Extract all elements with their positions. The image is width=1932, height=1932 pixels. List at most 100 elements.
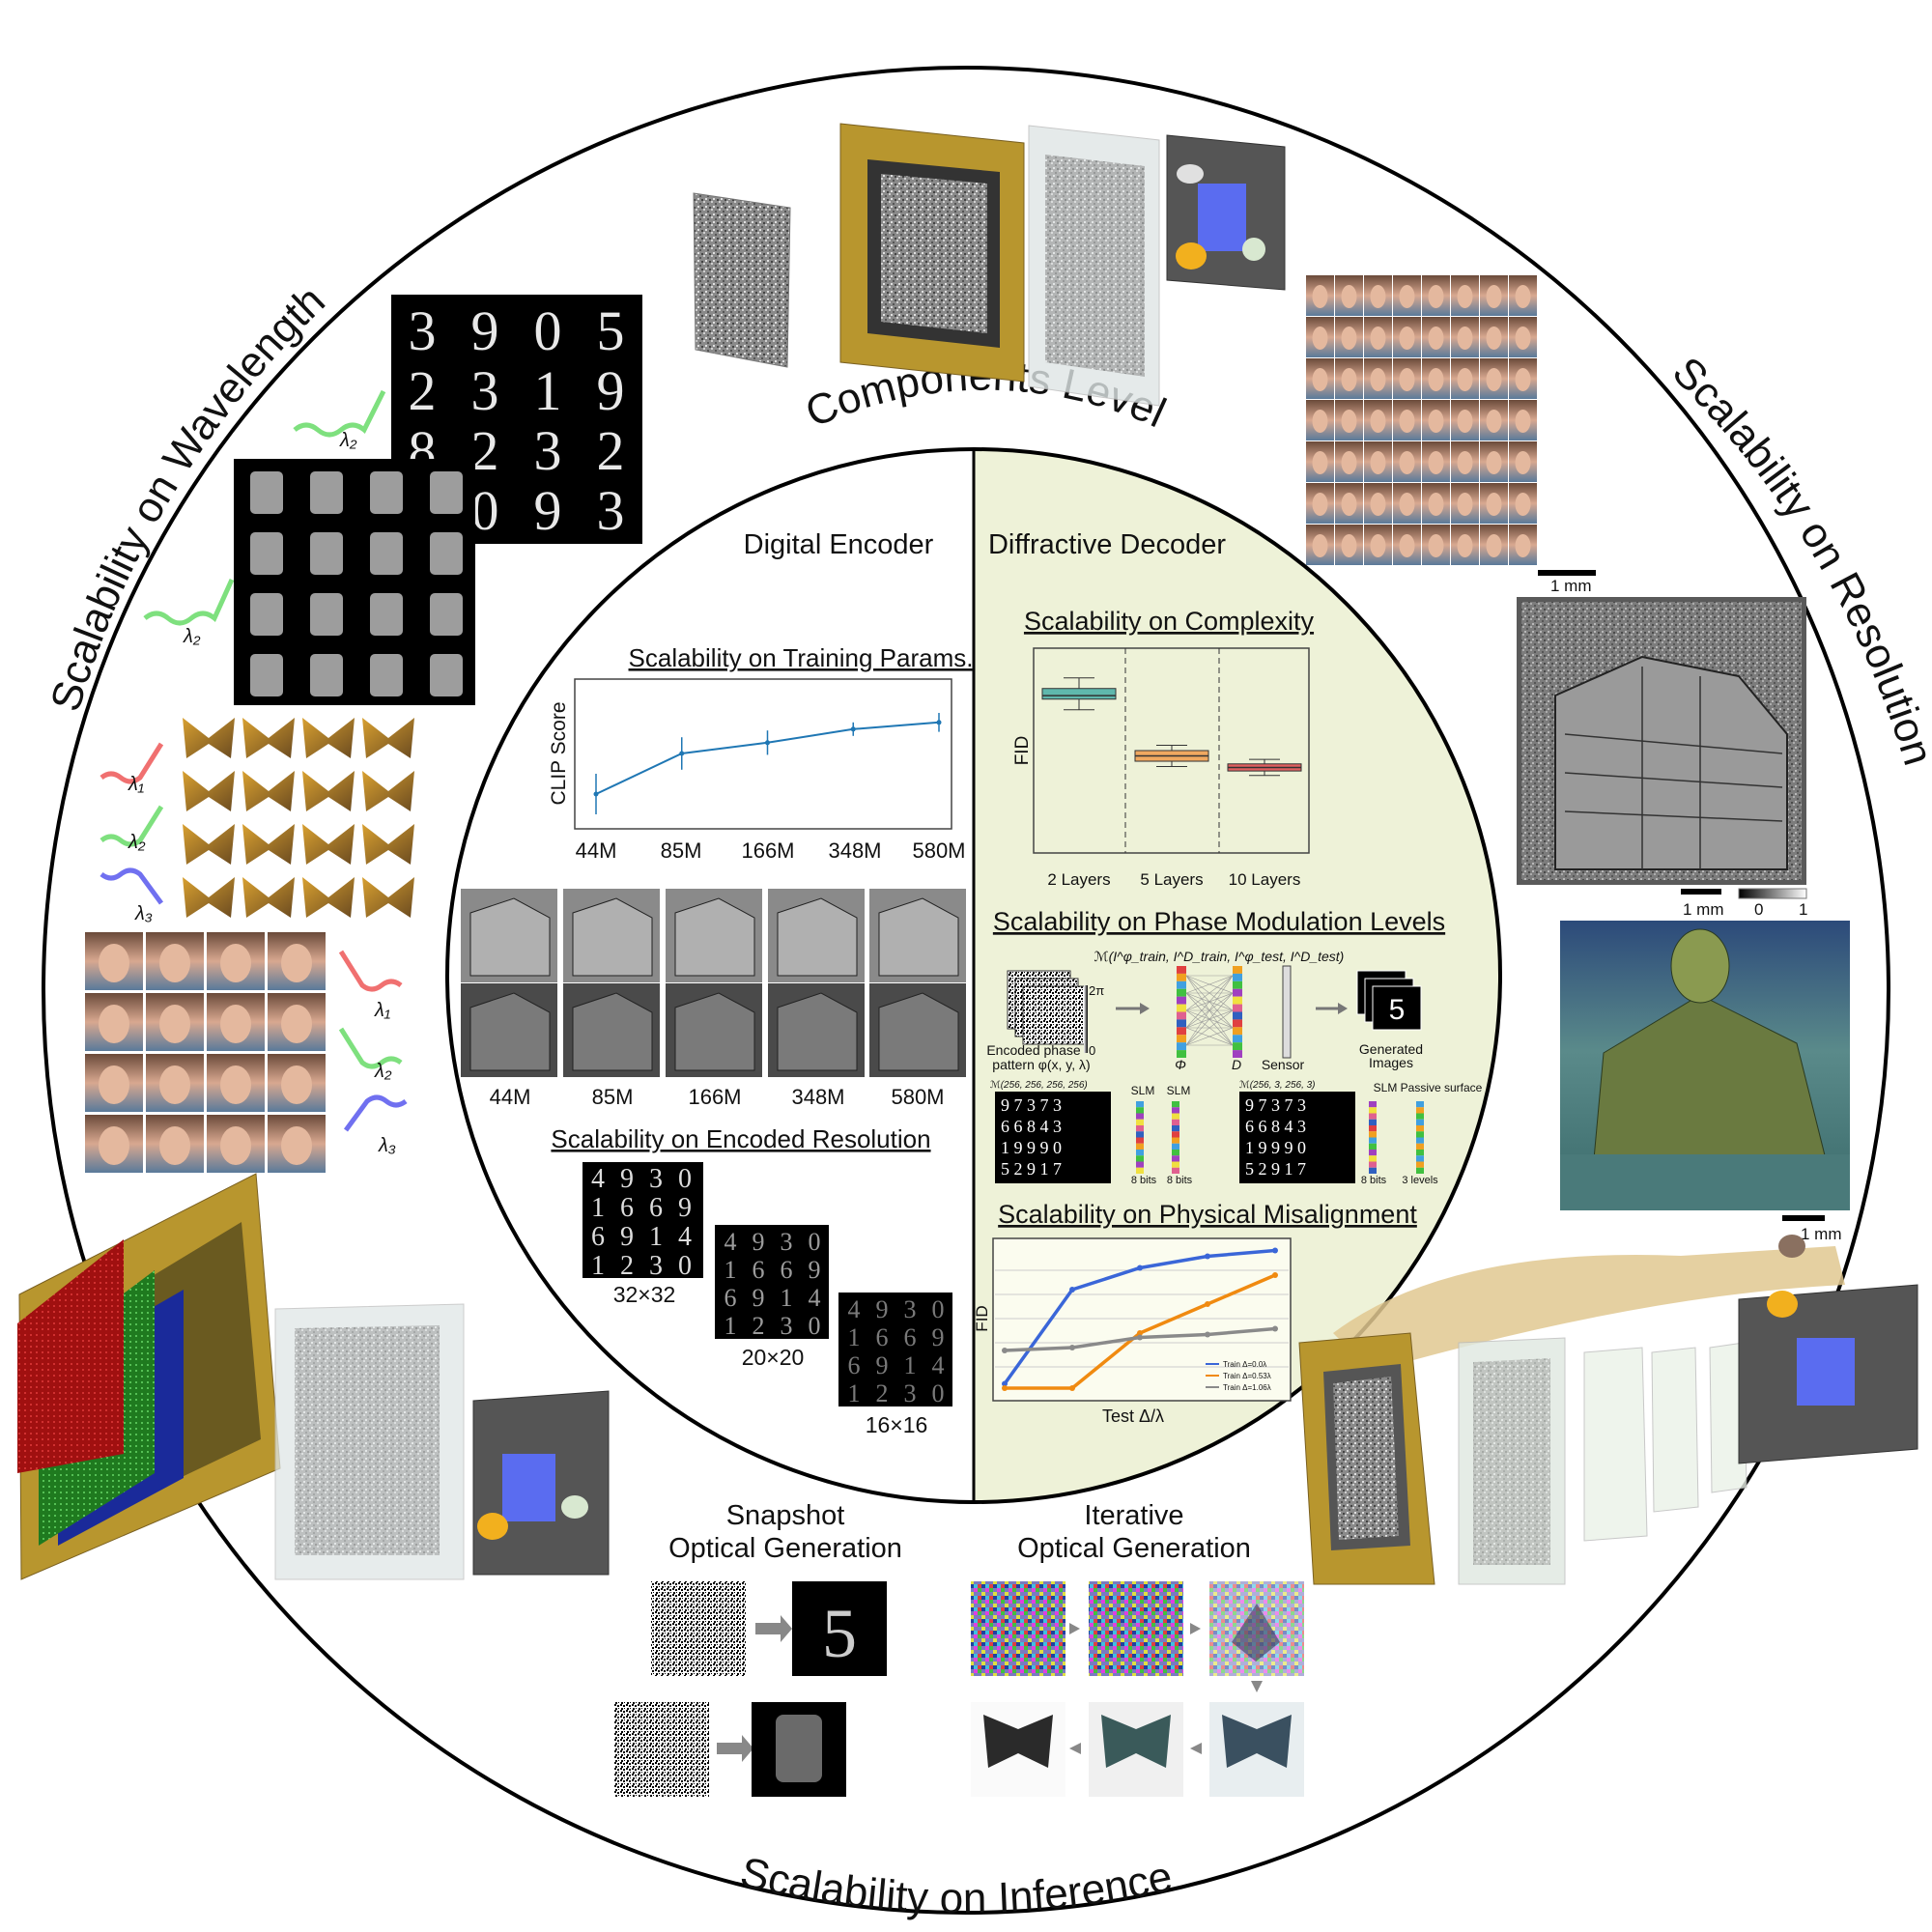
encoded-digit: 4 — [678, 1222, 692, 1252]
building-shape — [572, 897, 653, 977]
slm-pixel — [1177, 973, 1186, 981]
face-skin — [1428, 285, 1444, 308]
fashion-item — [310, 593, 343, 636]
clip-x-tick: 85M — [661, 838, 702, 863]
phase-formula: ℳ(I^φ_train, I^D_train, I^φ_test, I^D_te… — [1094, 949, 1345, 964]
face-skin — [1370, 410, 1386, 433]
slm-pixel — [1416, 1137, 1424, 1144]
wave-arrow-green — [293, 389, 386, 438]
face-skin — [99, 1065, 129, 1104]
building-label: 85M — [592, 1085, 634, 1109]
butterfly-icon — [561, 1495, 588, 1519]
wave-arrow-red — [99, 742, 164, 784]
svg-text:9 7 3 7 3: 9 7 3 7 3 — [1001, 1095, 1062, 1115]
fashion-grid — [234, 459, 475, 705]
face-skin — [1428, 534, 1444, 557]
face-skin — [1515, 493, 1531, 516]
face-skin — [1341, 285, 1357, 308]
scale-bar — [1538, 570, 1596, 576]
butterfly-sample — [242, 877, 295, 918]
building-shape — [572, 992, 653, 1071]
fashion-item — [370, 471, 403, 514]
butterfly-sample — [362, 771, 414, 811]
mnist-digit: 3 — [534, 419, 562, 482]
face-skin — [1457, 534, 1473, 557]
slm-pixel — [1136, 1161, 1144, 1168]
encoded-digit: 1 — [848, 1379, 861, 1407]
svg-text:SLM: SLM — [1131, 1084, 1155, 1097]
face-skin — [159, 944, 190, 982]
iterative-generation: Iterative Optical Generation — [971, 1500, 1304, 1797]
svg-text:5 2 9 1 7: 5 2 9 1 7 — [1001, 1159, 1062, 1179]
propagation-line — [1185, 975, 1234, 1011]
slm-pixel — [1172, 1113, 1179, 1120]
clip-marks — [593, 713, 942, 814]
face-skin — [1486, 451, 1502, 474]
slm-screen — [881, 174, 987, 333]
slm-pixel — [1172, 1150, 1179, 1156]
encoded-resolution-grids: 4 9 3 01 6 6 96 9 1 41 2 3 04 9 3 01 6 6 96 9 1 41 2 3 04 9 3 01 6 6 9… — [582, 1162, 952, 1437]
encoded-digit: 1 — [591, 1251, 605, 1281]
phase-mask-plate — [693, 192, 791, 368]
fashion-item — [370, 532, 403, 575]
slm-pixel — [1369, 1101, 1377, 1108]
svg-text:Train Δ=1.06λ: Train Δ=1.06λ — [1223, 1383, 1271, 1392]
face-skin — [1515, 285, 1531, 308]
fashion-item — [430, 532, 463, 575]
svg-text:D: D — [1232, 1057, 1241, 1072]
building-label: 580M — [891, 1085, 944, 1109]
slm-pixel — [1369, 1137, 1377, 1144]
face-skin — [1312, 493, 1328, 516]
slm-pixel — [1177, 980, 1186, 989]
encoded-digit: 3 — [904, 1379, 917, 1407]
face-skin — [1370, 327, 1386, 350]
mnist-digit: 3 — [409, 299, 437, 362]
encoded-digit: 1 — [904, 1351, 917, 1379]
slm-pixel — [1177, 996, 1186, 1005]
face-skin — [1312, 410, 1328, 433]
mnist-digit: 9 — [597, 359, 625, 422]
fid-box — [1041, 688, 1117, 700]
encoded-digit: 2 — [620, 1251, 634, 1281]
face-skin — [99, 1005, 129, 1043]
noise-input — [614, 1702, 709, 1797]
svg-text:5: 5 — [1389, 994, 1406, 1026]
encoded-digit: 9 — [753, 1284, 765, 1312]
svg-text:1 mm: 1 mm — [1550, 577, 1592, 595]
svg-text:ℳ(256, 3, 256, 3): ℳ(256, 3, 256, 3) — [1239, 1080, 1316, 1091]
encoded-digit: 9 — [678, 1193, 692, 1223]
propagation-line — [1185, 975, 1234, 1046]
fashion-item — [430, 654, 463, 696]
face-skin — [1399, 410, 1415, 433]
slm-pixel — [1369, 1125, 1377, 1132]
butterfly-sample — [183, 718, 235, 758]
svg-text:Images: Images — [1369, 1055, 1413, 1070]
face-skin — [1457, 410, 1473, 433]
slm-pixel — [1416, 1167, 1424, 1174]
slm-pixel — [1172, 1101, 1179, 1108]
svg-text:pattern φ(x, y, λ): pattern φ(x, y, λ) — [992, 1057, 1090, 1072]
face-skin — [1312, 327, 1328, 350]
encoded-digit: 4 — [848, 1295, 861, 1323]
complexity-title: Scalability on Complexity — [1024, 607, 1315, 636]
svg-text:8 bits: 8 bits — [1131, 1175, 1157, 1186]
building-label: 44M — [490, 1085, 531, 1109]
snapshot-generation: Snapshot Optical Generation 5 — [614, 1500, 902, 1797]
butterfly-sample — [242, 718, 295, 758]
slm-pixel — [1136, 1131, 1144, 1138]
slm-pixel — [1233, 1035, 1242, 1043]
encoded-digit: 1 — [848, 1323, 861, 1351]
face-skin — [220, 1005, 251, 1043]
slm-pixel — [1416, 1125, 1424, 1132]
slm-pixel — [1136, 1155, 1144, 1162]
slm-pixel — [1136, 1137, 1144, 1144]
inference-title: Scalability on Inference — [736, 1848, 1177, 1922]
butterfly-sample — [362, 824, 414, 865]
fid-box-chart: FID 2 Layers 5 Layers 10 Layers — [1012, 647, 1310, 889]
face-skin — [1486, 368, 1502, 391]
fid-x-tick: 2 Layers — [1047, 870, 1110, 889]
svg-text:Train Δ=0.0λ: Train Δ=0.0λ — [1223, 1360, 1266, 1369]
face-skin — [1370, 493, 1386, 516]
face-skin — [1486, 493, 1502, 516]
face-skin — [281, 1065, 312, 1104]
